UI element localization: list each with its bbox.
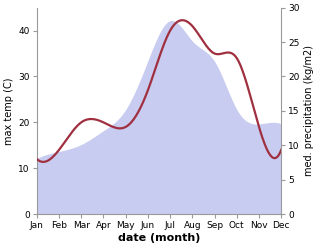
Y-axis label: med. precipitation (kg/m2): med. precipitation (kg/m2) xyxy=(304,45,314,176)
Y-axis label: max temp (C): max temp (C) xyxy=(4,77,14,145)
X-axis label: date (month): date (month) xyxy=(118,233,200,243)
